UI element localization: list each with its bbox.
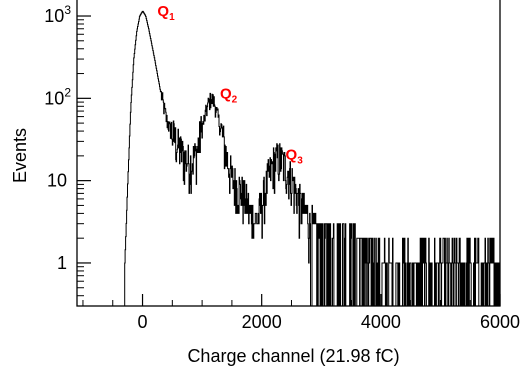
plot-frame [76, 0, 501, 307]
y-axis-label: Events [10, 128, 30, 183]
x-tick-label-2: 4000 [361, 312, 401, 332]
x-tick-label-1: 2000 [242, 312, 282, 332]
y-tick-label-0: 1 [57, 253, 67, 273]
data-marks [124, 10, 501, 307]
y-tick-label-3: 103 [44, 3, 71, 26]
peak-label-q3: Q3 [286, 147, 304, 167]
peak-label-q2: Q2 [220, 85, 238, 105]
y-tick-label-1: 10 [47, 171, 67, 191]
peak-label-q1: Q1 [157, 3, 175, 23]
tick-labels: 0 2000 4000 6000 1 10 102 103 [44, 3, 520, 332]
x-tick-label-3: 6000 [480, 312, 520, 332]
peak-annotations: Q1 Q2 Q3 [157, 3, 303, 167]
x-axis-label: Charge channel (21.98 fC) [187, 346, 399, 366]
x-tick-label-0: 0 [138, 312, 148, 332]
y-tick-label-2: 102 [44, 85, 71, 108]
series-0-line [124, 10, 501, 307]
